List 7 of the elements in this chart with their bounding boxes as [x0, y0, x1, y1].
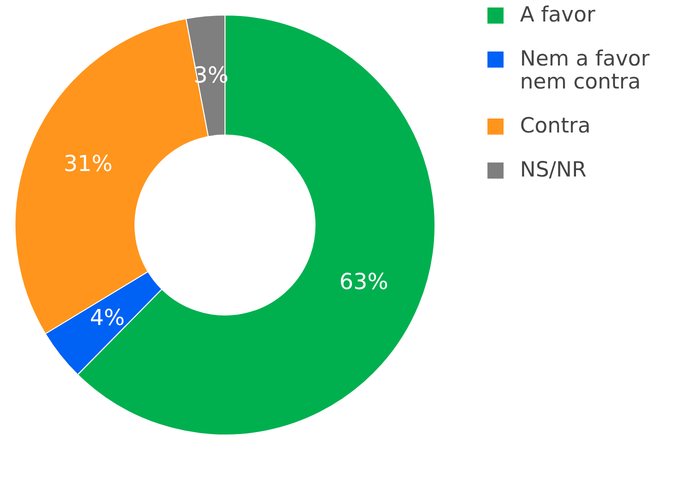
legend-label: A favor [520, 2, 596, 26]
legend-label: Contra [520, 114, 591, 138]
data-label: 63% [339, 270, 388, 295]
legend-label: Nem a favor nem contra [520, 46, 650, 94]
legend-label: NS/NR [520, 158, 586, 182]
data-label: 31% [64, 152, 112, 177]
data-label: 4% [90, 306, 125, 331]
